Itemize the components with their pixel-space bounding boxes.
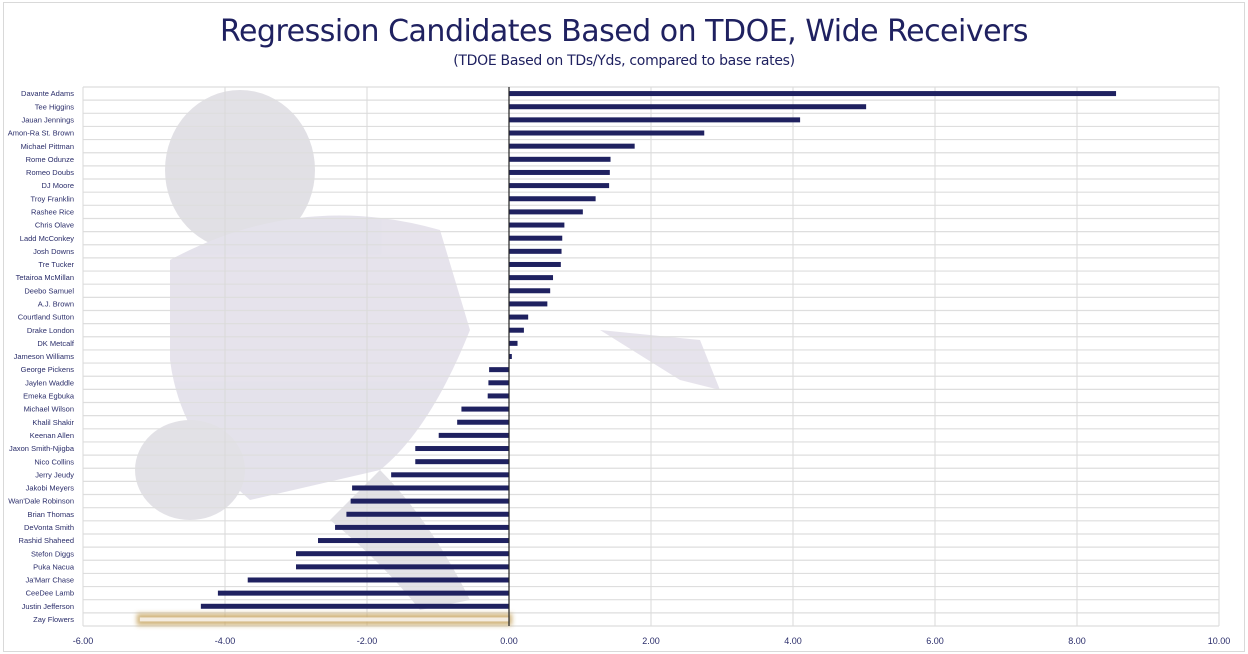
bar — [509, 156, 611, 162]
category-label: Jerry Jeudy — [35, 470, 74, 479]
category-label: Jaxon Smith-Njigba — [9, 444, 75, 453]
bar — [509, 288, 551, 294]
chart-subtitle: (TDOE Based on TDs/Yds, compared to base… — [453, 53, 795, 69]
bar — [296, 564, 509, 570]
bar — [509, 130, 705, 136]
bar — [509, 340, 518, 346]
bar — [415, 459, 509, 465]
bar — [509, 327, 524, 333]
bar — [509, 104, 867, 110]
bar — [457, 419, 509, 425]
x-tick-label: 4.00 — [784, 636, 802, 646]
chart-title: Regression Candidates Based on TDOE, Wid… — [219, 14, 1029, 49]
bar — [509, 222, 565, 228]
category-label: Rashee Rice — [31, 207, 74, 216]
category-label: Rome Odunze — [26, 155, 74, 164]
category-label: Davante Adams — [21, 89, 74, 98]
category-label: Emeka Egbuka — [23, 392, 75, 401]
x-tick-label: -6.00 — [73, 636, 94, 646]
category-label: Jauan Jennings — [21, 115, 74, 124]
category-label: Ja'Marr Chase — [25, 576, 74, 585]
bar — [487, 393, 509, 399]
bar — [346, 511, 509, 517]
category-label: DJ Moore — [41, 181, 74, 190]
bar — [296, 551, 509, 557]
category-label: Nico Collins — [34, 457, 74, 466]
x-tick-label: 0.00 — [500, 636, 518, 646]
bar — [489, 367, 509, 373]
category-label: Keenan Allen — [30, 431, 74, 440]
bar — [509, 169, 610, 175]
bar — [509, 196, 596, 202]
bar — [415, 446, 509, 452]
bar — [509, 209, 583, 215]
category-label: George Pickens — [21, 365, 75, 374]
x-tick-label: -4.00 — [215, 636, 236, 646]
bar — [335, 524, 509, 530]
x-tick-label: 8.00 — [1068, 636, 1086, 646]
x-tick-label: 6.00 — [926, 636, 944, 646]
category-label: Josh Downs — [33, 247, 74, 256]
bar — [461, 406, 509, 412]
bar — [509, 183, 610, 189]
bar — [509, 248, 562, 254]
category-label: CeeDee Lamb — [26, 589, 74, 598]
category-label: Brian Thomas — [27, 510, 74, 519]
bar — [509, 235, 563, 241]
x-tick-label: 2.00 — [642, 636, 660, 646]
category-label: DK Metcalf — [37, 339, 75, 348]
x-tick-label: -2.00 — [357, 636, 378, 646]
category-label: Stefon Diggs — [31, 549, 74, 558]
category-label: Rashid Shaheed — [19, 536, 74, 545]
category-label: Deebo Samuel — [24, 286, 74, 295]
bar — [200, 603, 510, 609]
x-tick-label: 10.00 — [1208, 636, 1231, 646]
bar — [391, 472, 509, 478]
bar — [318, 538, 509, 544]
category-label: A.J. Brown — [38, 300, 74, 309]
category-label: Drake London — [27, 326, 74, 335]
bar — [509, 117, 801, 123]
category-label: Wan'Dale Robinson — [8, 497, 74, 506]
bar — [139, 617, 510, 622]
category-label: Puka Nacua — [33, 562, 75, 571]
bar — [509, 354, 512, 359]
category-label: Michael Wilson — [24, 405, 74, 414]
bar — [509, 314, 529, 320]
bar — [217, 590, 509, 596]
category-label: Justin Jefferson — [22, 602, 74, 611]
bar — [350, 498, 509, 504]
category-label: Amon-Ra St. Brown — [8, 129, 74, 138]
bar — [509, 143, 635, 149]
bar — [509, 301, 548, 307]
category-label: Michael Pittman — [21, 142, 74, 151]
category-label: Ladd McConkey — [20, 234, 74, 243]
bar — [352, 485, 509, 491]
bar — [488, 380, 509, 386]
category-label: Troy Franklin — [31, 194, 74, 203]
category-label: Jaylen Waddle — [25, 378, 74, 387]
bar — [509, 275, 554, 281]
category-label: Zay Flowers — [33, 615, 74, 624]
bar — [247, 577, 509, 583]
category-label: Chris Olave — [35, 221, 74, 230]
category-label: Courtland Sutton — [18, 313, 74, 322]
chart-frame — [3, 2, 1245, 652]
category-label: Tre Tucker — [38, 260, 74, 269]
bar — [509, 261, 561, 267]
category-label: DeVonta Smith — [24, 523, 74, 532]
category-label: Jakobi Meyers — [26, 484, 75, 493]
category-label: Tee Higgins — [35, 102, 74, 111]
category-label: Romeo Doubs — [26, 168, 74, 177]
bar — [438, 432, 509, 438]
category-label: Tetairoa McMillan — [16, 273, 74, 282]
category-label: Khalil Shakir — [32, 418, 74, 427]
category-label: Jameson Williams — [14, 352, 75, 361]
bar — [509, 91, 1117, 97]
